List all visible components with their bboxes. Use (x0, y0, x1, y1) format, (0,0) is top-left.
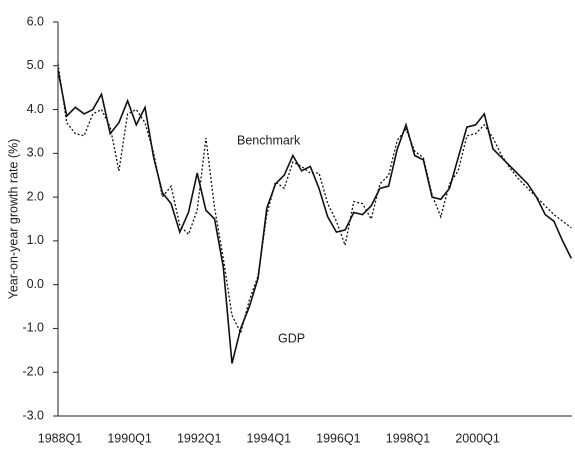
y-tick-label: 0.0 (27, 277, 44, 291)
y-tick-label: 6.0 (27, 14, 44, 28)
line-series (57, 63, 572, 335)
x-tick-label: 1988Q1 (38, 431, 83, 445)
x-tick-label: 1996Q1 (316, 431, 361, 445)
y-tick-label: 2.0 (27, 189, 44, 203)
y-axis-label: Year-on-year growth rate (%) (6, 139, 20, 300)
annotation: GDP (278, 331, 305, 345)
x-tick-label: 1998Q1 (386, 431, 431, 445)
x-tick-label: 1990Q1 (107, 431, 152, 445)
y-tick-label: 5.0 (27, 58, 44, 72)
y-tick-label: -1.0 (22, 321, 44, 335)
x-tick-label: 2000Q1 (455, 431, 500, 445)
y-tick-label: -3.0 (22, 408, 44, 422)
y-tick-label: -2.0 (22, 365, 44, 379)
annotation: Benchmark (237, 133, 301, 147)
y-tick-label: 1.0 (27, 233, 44, 247)
y-tick-label: 3.0 (27, 146, 44, 160)
x-tick-label: 1994Q1 (247, 431, 292, 445)
line-series (57, 70, 573, 364)
y-tick-label: 4.0 (27, 102, 44, 116)
x-tick-label: 1992Q1 (177, 431, 222, 445)
